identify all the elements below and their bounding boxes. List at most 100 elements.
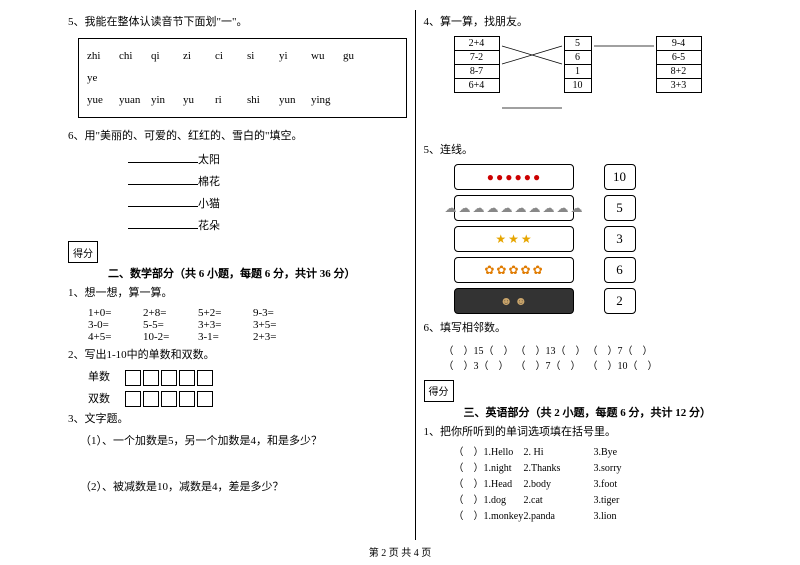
q2-3a: （1）、一个加数是5，另一个加数是4，和是多少？ [80,433,407,451]
answer-box[interactable] [143,370,159,386]
fill-word: 花朵 [198,220,220,232]
math-expr: 1+0= [88,307,143,319]
syllable: shi [247,89,279,111]
english-option: （ ）1.Head [454,477,524,493]
glyph-icon: ☁ [445,201,457,216]
glyph-icon: ☁ [529,201,541,216]
glyph-icon: ☻ [515,294,528,309]
english-option: 2. Hi [524,445,594,461]
syllable: yi [279,45,311,67]
connect-image: ●●●●●● [454,164,574,190]
glyph-icon: ● [505,170,512,185]
english-option: 3.foot [594,477,664,493]
q5-prompt: 5、我能在整体认读音节下面划"一"。 [68,14,407,32]
english-row: （ ）1.Hello2. Hi3.Bye [454,445,763,461]
blank[interactable] [128,175,198,185]
answer-box[interactable] [161,370,177,386]
english-option: 2.panda [524,509,594,525]
score-box-2: 得分 [68,241,98,263]
q6-prompt: 6、用"美丽的、可爱的、红红的、雪白的"填空。 [68,128,407,146]
answer-box[interactable] [125,370,141,386]
q2-2: 2、写出1-10中的单数和双数。 [68,347,407,365]
fill-line: 花朵 [128,217,407,233]
math-expr: 5+2= [198,307,253,319]
math-row: 4+5=10-2=3-1=2+3= [88,331,407,343]
answer-box[interactable] [179,391,195,407]
fill-line: 小猫 [128,195,407,211]
connect-number: 10 [604,164,636,190]
match-lines [444,36,763,132]
odd-row: 单数 [88,368,407,385]
q5-right: 5、连线。 [424,142,763,160]
connect-row: ●●●●●● 10 [454,164,763,190]
connect-image: ☻☻ [454,288,574,314]
syllable: wu [311,45,343,67]
neighbor-item: （ ）13（ ） [516,342,588,357]
glyph-icon: ☁ [459,201,471,216]
english-option: 3.tiger [594,493,664,509]
math-expr: 3+3= [198,319,253,331]
answer-box[interactable] [197,391,213,407]
glyph-icon: ☁ [571,201,583,216]
glyph-icon: ☁ [473,201,485,216]
glyph-icon: ✿ [484,263,494,278]
syllable: ci [215,45,247,67]
answer-box[interactable] [161,391,177,407]
english-option: （ ）1.night [454,461,524,477]
blank[interactable] [128,153,198,163]
answer-box[interactable] [125,391,141,407]
glyph-icon: ● [533,170,540,185]
neighbor-item: （ ）10（ ） [588,357,660,372]
connect-number: 3 [604,226,636,252]
english-row: （ ）1.night2.Thanks3.sorry [454,461,763,477]
math-row: 3-0=5-5=3+3=3+5= [88,319,407,331]
fill-line: 太阳 [128,151,407,167]
q2-1: 1、想一想，算一算。 [68,285,407,303]
glyph-icon: ● [524,170,531,185]
syllable: si [247,45,279,67]
syllable: yu [183,89,215,111]
english-row: （ ）1.dog2.cat3.tiger [454,493,763,509]
left-column: 5、我能在整体认读音节下面划"一"。 zhichiqizicisiyiwuguy… [60,10,416,540]
syllable: zhi [87,45,119,67]
blank[interactable] [128,219,198,229]
q2-3: 3、文字题。 [68,411,407,429]
syllable: ying [311,89,343,111]
glyph-icon: ★ [521,232,532,247]
answer-box[interactable] [197,370,213,386]
math-expr: 4+5= [88,331,143,343]
math-expr: 3+5= [253,319,308,331]
page-footer: 第 2 页 共 4 页 [0,544,800,559]
connect-row: ★★★3 [454,226,763,252]
english-option: 3.sorry [594,461,664,477]
q4-prompt: 4、算一算，找朋友。 [424,14,763,32]
english-option: 2.body [524,477,594,493]
math-expr: 3-1= [198,331,253,343]
blank[interactable] [128,197,198,207]
glyph-icon: ✿ [508,263,518,278]
math-row: 1+0=2+8=5+2=9-3= [88,307,407,319]
syllable: yue [87,89,119,111]
fill-word: 太阳 [198,154,220,166]
glyph-icon: ★ [495,232,506,247]
math-expr: 5-5= [143,319,198,331]
english-option: 3.Bye [594,445,664,461]
math-expr: 2+3= [253,331,308,343]
section-3-title: 三、英语部分（共 2 小题，每题 6 分，共计 12 分） [464,404,763,420]
connect-row: ✿✿✿✿✿6 [454,257,763,283]
score-box-3: 得分 [424,380,454,402]
syllable: zi [183,45,215,67]
answer-box[interactable] [179,370,195,386]
connect-image: ☁☁☁☁☁☁☁☁☁☁ [454,195,574,221]
syllable: yuan [119,89,151,111]
connect-number: 6 [604,257,636,283]
english-option: 3.lion [594,509,664,525]
english-option: （ ）1.Hello [454,445,524,461]
english-row: （ ）1.Head2.body3.foot [454,477,763,493]
neighbor-item: （ ）7（ ） [588,342,660,357]
answer-box[interactable] [143,391,159,407]
page: 5、我能在整体认读音节下面划"一"。 zhichiqizicisiyiwuguy… [0,0,800,540]
glyph-icon: ☻ [500,294,513,309]
english-option: 2.Thanks [524,461,594,477]
neighbor-item: （ ）3（ ） [444,357,516,372]
